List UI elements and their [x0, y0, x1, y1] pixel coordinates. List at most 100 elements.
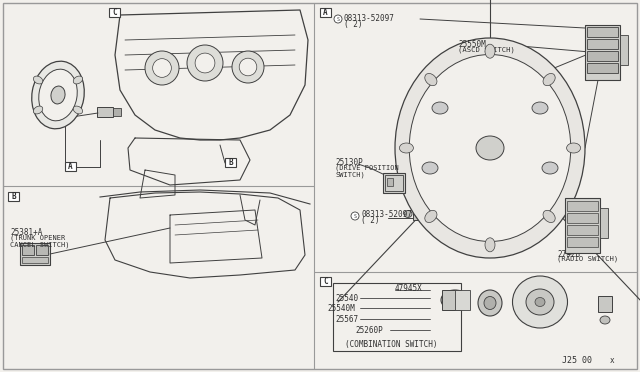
Text: S: S: [337, 16, 339, 22]
Text: 25540M: 25540M: [327, 304, 355, 313]
Bar: [8, 192, 19, 201]
Bar: [320, 277, 331, 286]
Bar: [567, 213, 598, 223]
Text: 25260P: 25260P: [355, 326, 383, 335]
Text: x: x: [610, 356, 614, 365]
Ellipse shape: [73, 106, 83, 114]
Circle shape: [579, 200, 585, 206]
Bar: [442, 290, 460, 310]
Circle shape: [195, 53, 215, 73]
Text: (COMBINATION SWITCH): (COMBINATION SWITCH): [345, 340, 438, 349]
Ellipse shape: [404, 211, 412, 218]
Ellipse shape: [476, 136, 504, 160]
Bar: [109, 8, 120, 17]
Bar: [587, 39, 618, 49]
Text: (ASCD SWITCH): (ASCD SWITCH): [458, 46, 515, 52]
Bar: [565, 198, 600, 253]
Ellipse shape: [566, 143, 580, 153]
Bar: [383, 173, 405, 193]
Ellipse shape: [425, 73, 437, 86]
Text: S: S: [353, 214, 356, 218]
Ellipse shape: [485, 44, 495, 58]
Text: (TRUNK OPENER
CANCEL SWITCH): (TRUNK OPENER CANCEL SWITCH): [10, 234, 70, 248]
Ellipse shape: [422, 162, 438, 174]
Bar: [97, 107, 113, 117]
Ellipse shape: [600, 316, 610, 324]
Text: ( 2): ( 2): [344, 20, 362, 29]
Bar: [598, 296, 612, 312]
Ellipse shape: [432, 102, 448, 114]
Circle shape: [232, 51, 264, 83]
Text: 27928: 27928: [557, 250, 580, 259]
Bar: [385, 175, 403, 191]
Text: B: B: [11, 192, 16, 201]
Text: A: A: [68, 162, 73, 171]
Text: J25 00: J25 00: [562, 356, 592, 365]
Text: A: A: [323, 8, 328, 17]
Bar: [333, 283, 461, 351]
Circle shape: [579, 244, 585, 250]
Bar: [113, 108, 121, 116]
Ellipse shape: [535, 298, 545, 307]
Ellipse shape: [409, 55, 571, 241]
Text: ( 2): ( 2): [361, 216, 380, 225]
Ellipse shape: [513, 276, 568, 328]
Bar: [585, 25, 620, 80]
Ellipse shape: [73, 76, 83, 84]
Circle shape: [334, 15, 342, 23]
Ellipse shape: [484, 296, 496, 310]
Circle shape: [145, 51, 179, 85]
Bar: [587, 63, 618, 73]
Ellipse shape: [542, 162, 558, 174]
Text: B: B: [228, 158, 233, 167]
Bar: [620, 35, 628, 65]
Ellipse shape: [543, 210, 555, 222]
Bar: [587, 27, 618, 37]
Ellipse shape: [39, 69, 77, 121]
Bar: [387, 178, 393, 186]
Circle shape: [239, 58, 257, 76]
Ellipse shape: [526, 289, 554, 315]
Bar: [600, 208, 608, 238]
Text: 25540: 25540: [335, 294, 358, 303]
Circle shape: [187, 45, 223, 81]
Bar: [567, 237, 598, 247]
Bar: [22, 257, 48, 263]
Bar: [567, 201, 598, 211]
Ellipse shape: [485, 238, 495, 252]
Text: C: C: [112, 8, 117, 17]
Ellipse shape: [478, 290, 502, 316]
Bar: [36, 245, 48, 255]
Bar: [22, 245, 34, 255]
Text: C: C: [323, 277, 328, 286]
Text: 08313-52097: 08313-52097: [361, 210, 412, 219]
Bar: [20, 243, 50, 265]
Ellipse shape: [399, 143, 413, 153]
Circle shape: [153, 59, 172, 77]
Ellipse shape: [32, 61, 84, 129]
Bar: [567, 225, 598, 235]
Text: (DRIVE POSITION
SWITCH): (DRIVE POSITION SWITCH): [335, 164, 399, 178]
Bar: [587, 51, 618, 61]
Ellipse shape: [441, 290, 469, 310]
Text: 47945X: 47945X: [395, 284, 423, 293]
Bar: [413, 208, 427, 220]
Text: 08313-52097: 08313-52097: [344, 14, 395, 23]
Ellipse shape: [33, 106, 43, 114]
Text: 25381+A: 25381+A: [10, 228, 42, 237]
Text: (RADIO SWITCH): (RADIO SWITCH): [557, 256, 618, 263]
Bar: [65, 162, 76, 171]
Ellipse shape: [51, 86, 65, 104]
Bar: [455, 290, 470, 310]
Circle shape: [351, 212, 359, 220]
Text: 25130P: 25130P: [335, 158, 363, 167]
Text: 25567: 25567: [335, 315, 358, 324]
Text: 25550M: 25550M: [458, 40, 486, 49]
Ellipse shape: [532, 102, 548, 114]
Ellipse shape: [395, 38, 585, 258]
Ellipse shape: [33, 76, 43, 84]
Bar: [225, 158, 236, 167]
Ellipse shape: [425, 210, 437, 222]
Bar: [320, 8, 331, 17]
Ellipse shape: [543, 73, 555, 86]
